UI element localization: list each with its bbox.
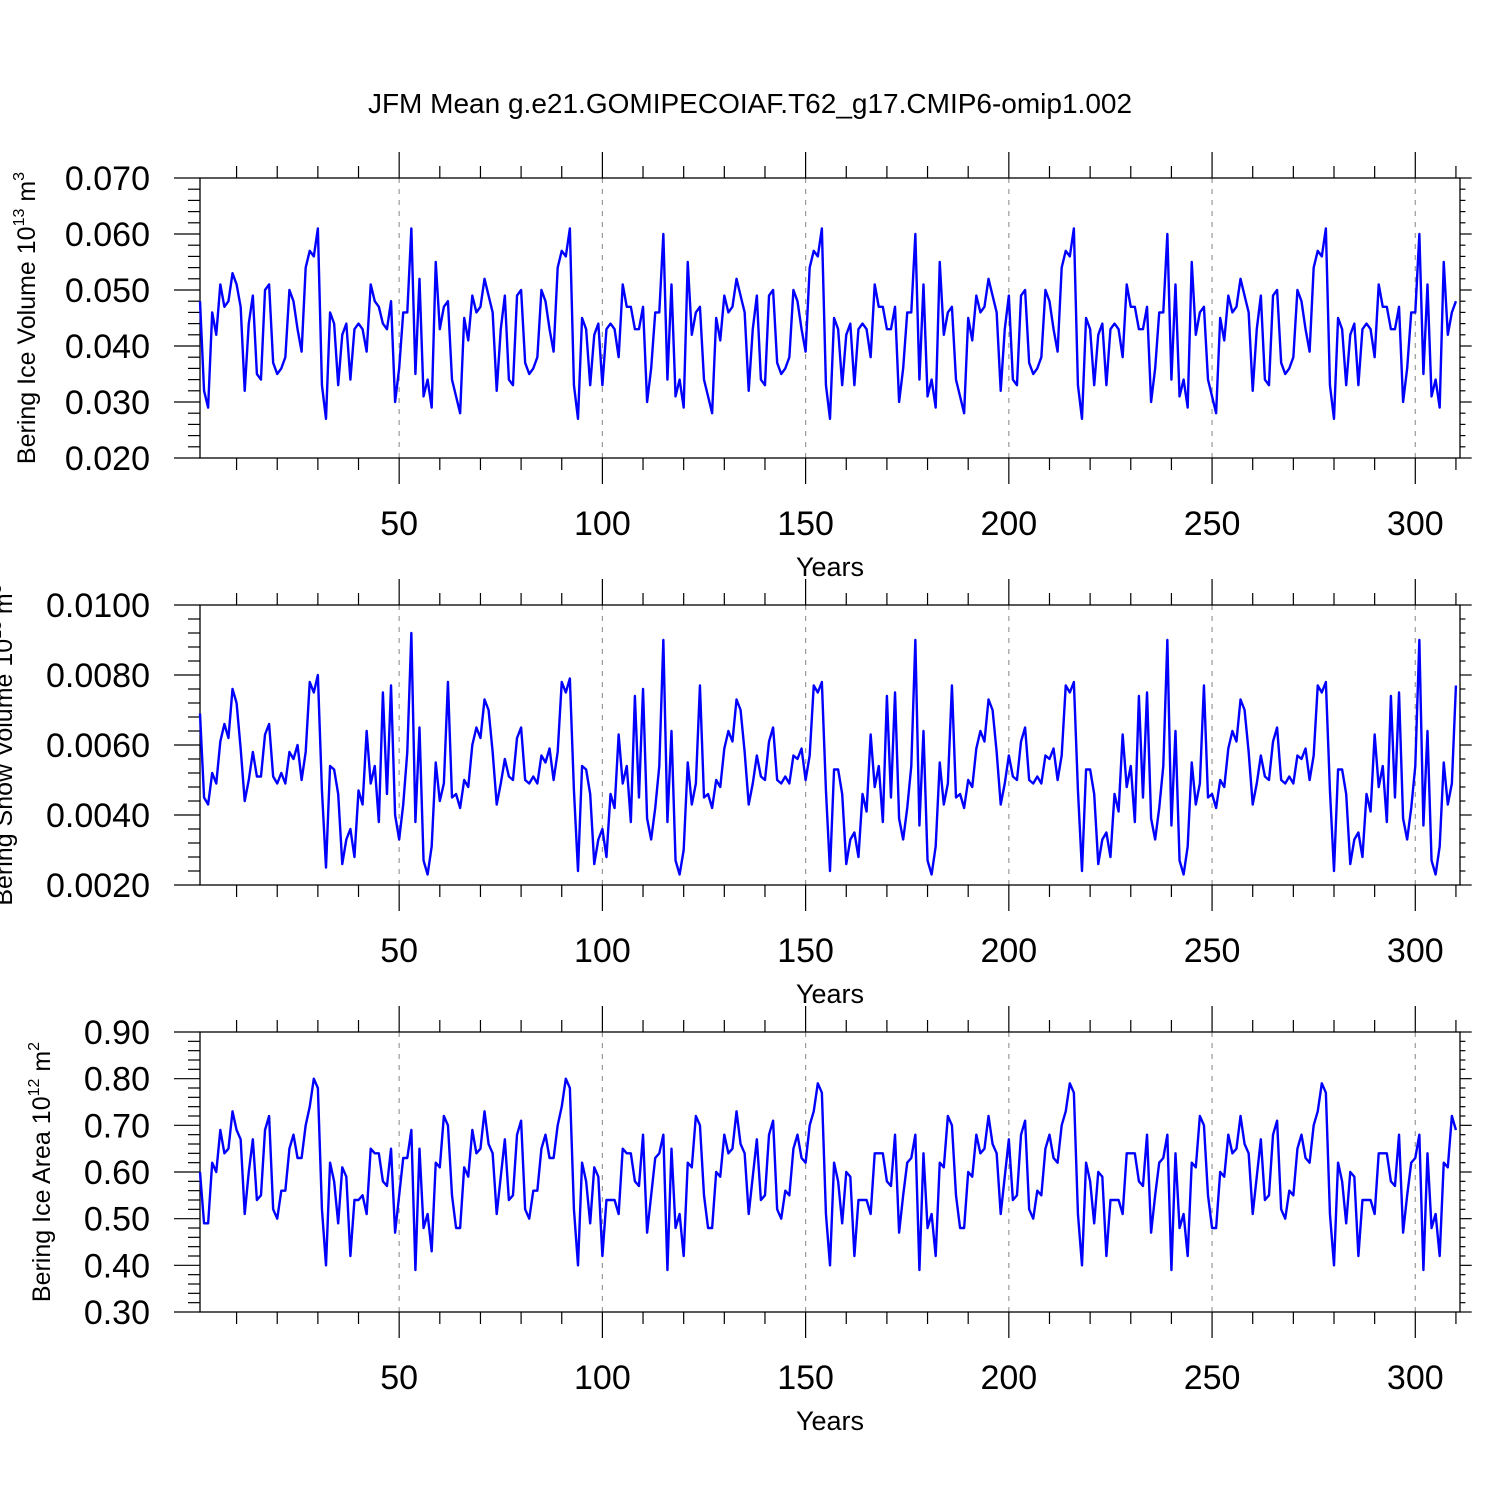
x-tick-label: 200: [980, 932, 1037, 970]
y-axis-label: Bering Ice Volume 1013 m3: [11, 172, 41, 464]
y-tick-label: 0.020: [65, 440, 150, 478]
y-tick-label: 0.070: [65, 160, 150, 198]
y-axis-label-text: Bering Ice Volume 10: [13, 226, 41, 464]
x-tick-label: 100: [574, 932, 631, 970]
x-axis-label: Years: [796, 552, 864, 582]
y-tick-label: 0.040: [65, 328, 150, 366]
y-axis-label-exponent: 13: [11, 209, 28, 227]
chart-panel-2: 0.0020 0.0040 0.0060 0.0080 0.0100 50 100 150 20…: [0, 579, 1472, 1009]
y-tick-label: 0.50: [84, 1201, 150, 1239]
x-tick-label: 250: [1184, 505, 1241, 543]
x-tick-label: 50: [380, 932, 418, 970]
x-tick-label: 250: [1184, 1359, 1241, 1397]
figure-title: JFM Mean g.e21.GOMIPECOIAF.T62_g17.CMIP6…: [368, 88, 1132, 119]
y-tick-label: 0.60: [84, 1154, 150, 1192]
chart-panel-3: 0.30 0.40 0.50 0.60 0.70 0.80 0.90 50 100 150 200 2…: [26, 1006, 1472, 1436]
x-tick-label: 200: [980, 505, 1037, 543]
y-tick-label: 0.0080: [46, 657, 150, 695]
y-tick-label: 0.40: [84, 1247, 150, 1285]
y-axis-label-unit-exponent: 2: [26, 1042, 43, 1051]
x-axis-label: Years: [796, 1406, 864, 1436]
y-axis-label-unit-exponent: 3: [11, 172, 28, 181]
series-line: [198, 227, 1458, 420]
y-axis-label-unit: m: [13, 181, 41, 209]
y-axis-label-text: Bering Ice Area 10: [28, 1096, 56, 1302]
series-line: [198, 1077, 1458, 1272]
x-tick-label: 150: [777, 932, 834, 970]
y-axis-label: Bering Snow Volume 1013 m3: [0, 584, 18, 905]
x-tick-label: 150: [777, 1359, 834, 1397]
y-tick-label: 0.0100: [46, 587, 150, 625]
y-axis-label-unit-exponent: 3: [0, 584, 5, 593]
y-tick-label: 0.90: [84, 1014, 150, 1052]
y-tick-label: 0.0020: [46, 867, 150, 905]
x-tick-label: 100: [574, 1359, 631, 1397]
y-tick-label: 0.0040: [46, 797, 150, 835]
y-axis-label-text: Bering Snow Volume 10: [0, 639, 18, 906]
y-tick-label: 0.30: [84, 1294, 150, 1332]
series-line: [198, 631, 1458, 876]
y-tick-label: 0.060: [65, 216, 150, 254]
x-tick-label: 50: [380, 1359, 418, 1397]
y-axis-label-exponent: 13: [0, 621, 5, 639]
x-tick-label: 150: [777, 505, 834, 543]
x-axis-label: Years: [796, 979, 864, 1009]
y-tick-label: 0.70: [84, 1107, 150, 1145]
x-tick-label: 200: [980, 1359, 1037, 1397]
x-tick-label: 250: [1184, 932, 1241, 970]
y-tick-label: 0.030: [65, 384, 150, 422]
x-tick-label: 300: [1387, 505, 1444, 543]
chart-panel-1: 0.020 0.030 0.040 0.050 0.060 0.070 50 100 150 20…: [11, 152, 1472, 582]
y-tick-label: 0.050: [65, 272, 150, 310]
y-axis-label-unit: m: [0, 593, 18, 621]
x-tick-label: 300: [1387, 932, 1444, 970]
y-tick-label: 0.80: [84, 1061, 150, 1099]
x-tick-label: 300: [1387, 1359, 1444, 1397]
y-axis-label: Bering Ice Area 1012 m2: [26, 1042, 56, 1302]
x-tick-label: 100: [574, 505, 631, 543]
y-axis-label-exponent: 12: [26, 1078, 43, 1096]
x-tick-label: 50: [380, 505, 418, 543]
y-tick-label: 0.0060: [46, 727, 150, 765]
y-axis-label-unit: m: [28, 1051, 56, 1079]
